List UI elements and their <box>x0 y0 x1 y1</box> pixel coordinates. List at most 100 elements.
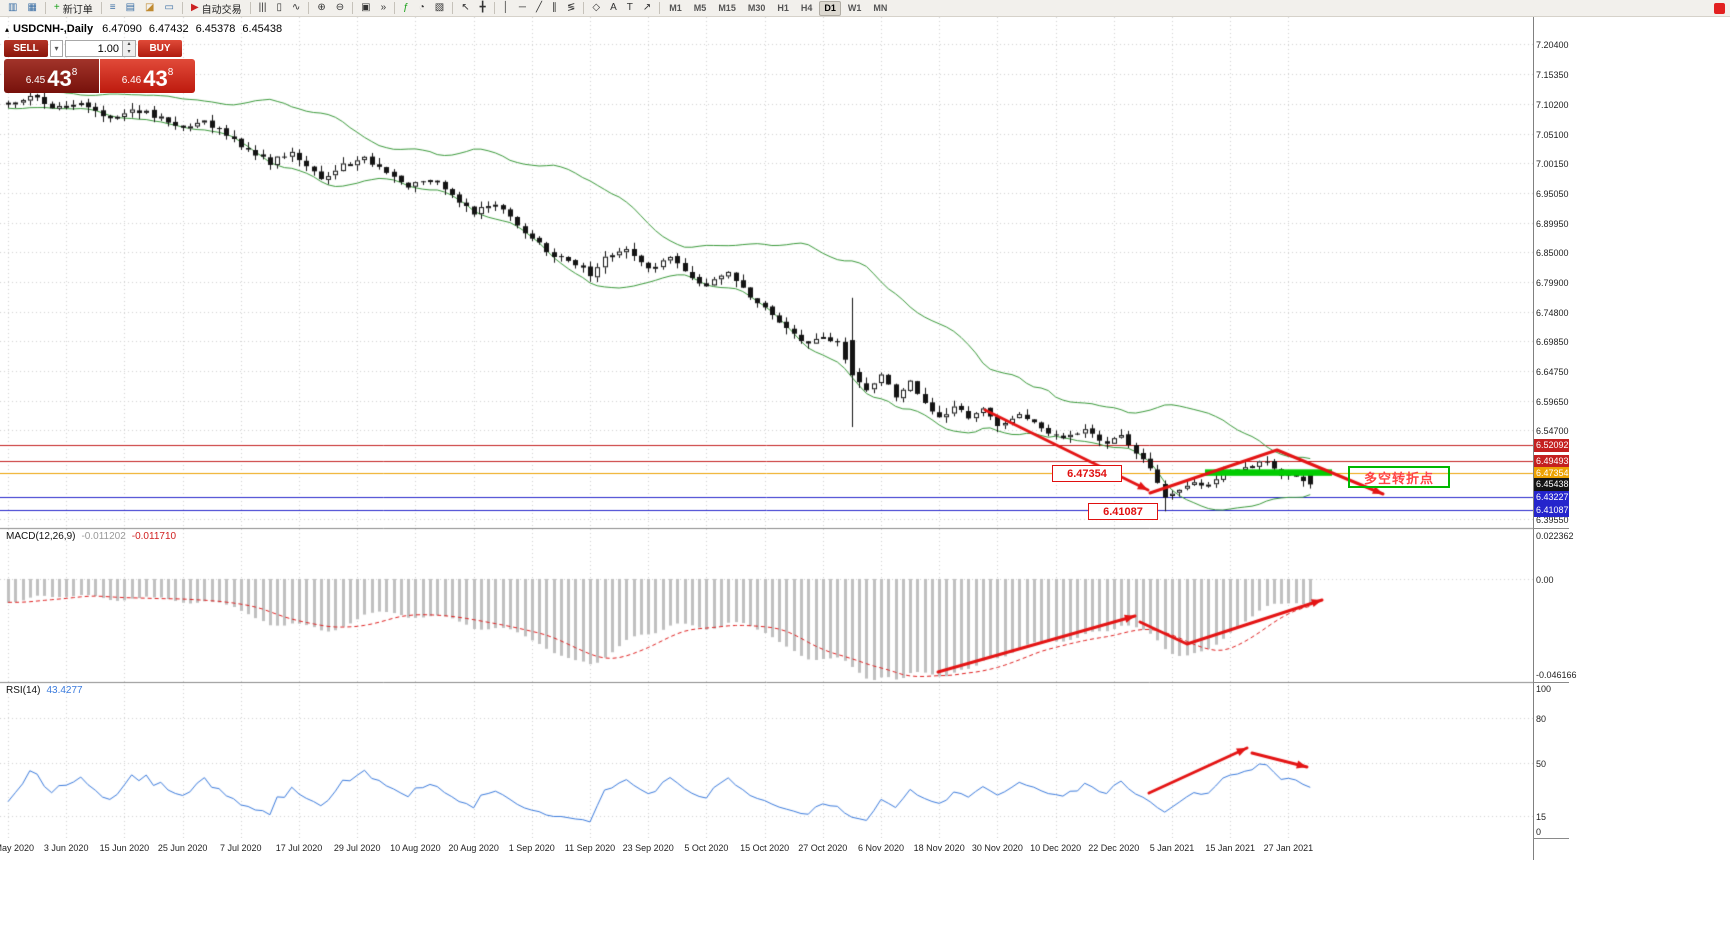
scale-separator <box>1533 528 1569 529</box>
line-chart-button[interactable]: ∿ <box>288 1 304 16</box>
red-status-icon[interactable] <box>1714 3 1725 14</box>
timeframe-h4-button[interactable]: H4 <box>796 1 818 16</box>
vertical-line-button[interactable]: │ <box>499 1 513 16</box>
data-window-icon: ▤ <box>125 2 136 13</box>
rsi-value: 43.4277 <box>46 685 83 696</box>
scale-separator <box>1533 838 1569 839</box>
price-tick-label: 7.10200 <box>1536 100 1569 110</box>
data-window-button[interactable]: ▤ <box>122 1 139 16</box>
navigator-icon: ◪ <box>145 2 155 13</box>
timeframe-m30-button[interactable]: M30 <box>743 1 771 16</box>
arrows-button[interactable]: ↗ <box>639 1 655 16</box>
indicators-icon: ƒ <box>403 2 409 13</box>
navigator-button[interactable]: ◪ <box>141 1 158 16</box>
rsi-tick-label: 15 <box>1536 812 1547 822</box>
fibonacci-button[interactable]: ≶ <box>563 1 579 16</box>
date-tick-label: 1 Sep 2020 <box>508 843 555 853</box>
timeframe-h1-button-label: H1 <box>777 3 789 13</box>
price-flag-64735[interactable]: 6.47354 <box>1052 465 1122 482</box>
price-tick-label: 6.54700 <box>1536 426 1569 436</box>
trendline-button[interactable]: ╱ <box>532 1 546 16</box>
timeframe-m15-button[interactable]: M15 <box>713 1 741 16</box>
shapes-button[interactable]: ◇ <box>588 1 604 16</box>
symbol-marker-icon: ▴ <box>5 24 10 34</box>
price-tick-label: 7.05100 <box>1536 130 1569 140</box>
timeframe-m1-button[interactable]: M1 <box>664 1 687 16</box>
ohlc-low: 6.45378 <box>195 23 236 35</box>
crosshair-button[interactable]: ╋ <box>476 1 490 16</box>
turning-point-annotation[interactable]: 多空转折点 <box>1348 466 1450 488</box>
text-icon: A <box>610 2 617 13</box>
timeframe-w1-button-label: W1 <box>847 3 862 13</box>
sell-button[interactable]: SELL <box>4 40 48 57</box>
price-flag-64108[interactable]: 6.41087 <box>1088 503 1158 520</box>
zoom-out-icon: ⊖ <box>335 2 345 13</box>
date-tick-label: 5 Jan 2021 <box>1149 843 1195 853</box>
date-tick-label: 5 Oct 2020 <box>684 843 729 853</box>
templates-icon: ▧ <box>434 2 445 13</box>
macd-indicator-label: MACD(12,26,9) -0.011202 -0.011710 <box>6 531 176 542</box>
text-button[interactable]: A <box>606 1 621 16</box>
chart-shift-button[interactable]: » <box>377 1 391 16</box>
timeframe-d1-button[interactable]: D1 <box>819 0 841 16</box>
ohlc-high: 6.47432 <box>148 23 189 35</box>
new-chart-icon: ▥ <box>8 2 18 13</box>
rsi-indicator-label: RSI(14) 43.4277 <box>6 685 83 696</box>
horizontal-line-button[interactable]: ─ <box>515 1 530 16</box>
toolbar-separator <box>308 2 310 14</box>
date-tick-label: 15 Jun 2020 <box>99 843 150 853</box>
timeframe-m15-button-label: M15 <box>718 3 736 13</box>
price-tag-652092: 6.52092 <box>1534 439 1569 452</box>
channel-button[interactable]: ∥ <box>548 1 561 16</box>
auto-scroll-icon: ▣ <box>361 2 371 13</box>
timeframe-mn-button[interactable]: MN <box>868 1 892 16</box>
timeframe-w1-button[interactable]: W1 <box>843 1 867 16</box>
auto-scroll-button[interactable]: ▣ <box>357 1 374 16</box>
new-order-button-label: 新订单 <box>62 4 93 16</box>
timeframe-h1-button[interactable]: H1 <box>772 1 794 16</box>
sell-price-button[interactable]: 6.45 43 8 <box>4 59 99 93</box>
zoom-in-icon: ⊕ <box>317 2 326 13</box>
timeframe-m5-button[interactable]: M5 <box>689 1 712 16</box>
text-label-button[interactable]: T <box>623 1 637 16</box>
zoom-in-button[interactable]: ⊕ <box>313 1 329 16</box>
buy-button[interactable]: BUY <box>138 40 182 57</box>
bar-chart-icon: ||| <box>258 2 267 13</box>
price-scale[interactable]: 7.20400 7.15350 7.10200 7.05100 7.00150 6.950… <box>1533 17 1577 860</box>
volume-input[interactable] <box>65 40 123 57</box>
rsi-tick-label: 100 <box>1536 684 1552 694</box>
autotrading-button[interactable]: ▶ 自动交易 <box>187 1 246 16</box>
periods-button[interactable]: ◔ <box>415 1 429 16</box>
new-chart-button[interactable]: ▥ <box>4 1 21 16</box>
timeframe-h4-button-label: H4 <box>800 3 813 13</box>
volume-up-button[interactable]: ▴ <box>123 41 135 49</box>
bar-chart-button[interactable]: ||| <box>255 1 271 16</box>
buy-price-big: 43 <box>143 66 168 91</box>
price-tick-label: 6.59650 <box>1536 397 1569 407</box>
sell-price-sup: 8 <box>71 67 78 78</box>
zoom-out-button[interactable]: ⊖ <box>332 1 348 16</box>
date-tick-label: 22 May 2020 <box>0 843 35 853</box>
autotrading-button-label: 自动交易 <box>201 4 242 16</box>
price-tick-label: 6.74800 <box>1536 308 1569 318</box>
new-order-button[interactable]: + 新订单 <box>50 1 97 16</box>
market-watch-button[interactable]: ≡ <box>106 1 120 16</box>
rsi-tick-label: 0 <box>1536 827 1542 837</box>
time-scale[interactable]: 22 May 2020 3 Jun 2020 15 Jun 2020 25 Jun 2… <box>0 838 1533 860</box>
chart-canvas[interactable] <box>0 17 1533 860</box>
cursor-button[interactable]: ↖ <box>457 1 473 16</box>
buy-price-button[interactable]: 6.46 43 8 <box>100 59 195 93</box>
date-tick-label: 25 Jun 2020 <box>157 843 208 853</box>
chart-profiles-button[interactable]: ▦ <box>23 1 40 16</box>
ohlc-open: 6.47090 <box>102 23 142 35</box>
timeframe-m1-button-label: M1 <box>669 3 682 13</box>
timeframe-m5-button-label: M5 <box>693 3 707 13</box>
templates-button[interactable]: ▧ <box>431 1 448 16</box>
indicators-button[interactable]: ƒ <box>399 1 413 16</box>
date-tick-label: 22 Dec 2020 <box>1088 843 1140 853</box>
terminal-button[interactable]: ▭ <box>161 1 178 16</box>
price-tick-label: 6.39550 <box>1536 515 1569 525</box>
candlestick-chart-button[interactable]: ▯ <box>272 1 286 16</box>
volume-down-button[interactable]: ▾ <box>123 48 135 56</box>
order-type-dropdown[interactable]: ▾ <box>50 40 63 57</box>
